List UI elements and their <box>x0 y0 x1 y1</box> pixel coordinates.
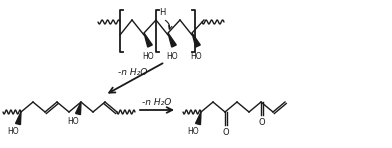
Text: -n H₂O: -n H₂O <box>142 98 172 107</box>
Polygon shape <box>192 33 200 47</box>
Text: H: H <box>159 8 165 17</box>
Text: O: O <box>223 128 229 137</box>
Polygon shape <box>196 112 201 125</box>
Text: HO: HO <box>142 52 154 61</box>
Text: HO: HO <box>7 127 19 136</box>
Polygon shape <box>16 112 21 125</box>
Text: HO: HO <box>166 52 178 61</box>
Text: -n H₂O: -n H₂O <box>118 67 147 77</box>
Text: HO: HO <box>187 127 199 136</box>
Polygon shape <box>76 102 81 115</box>
Text: O: O <box>259 118 265 127</box>
Text: HO: HO <box>67 117 79 126</box>
Polygon shape <box>168 33 176 47</box>
Text: HO: HO <box>190 52 202 61</box>
Polygon shape <box>144 33 152 47</box>
